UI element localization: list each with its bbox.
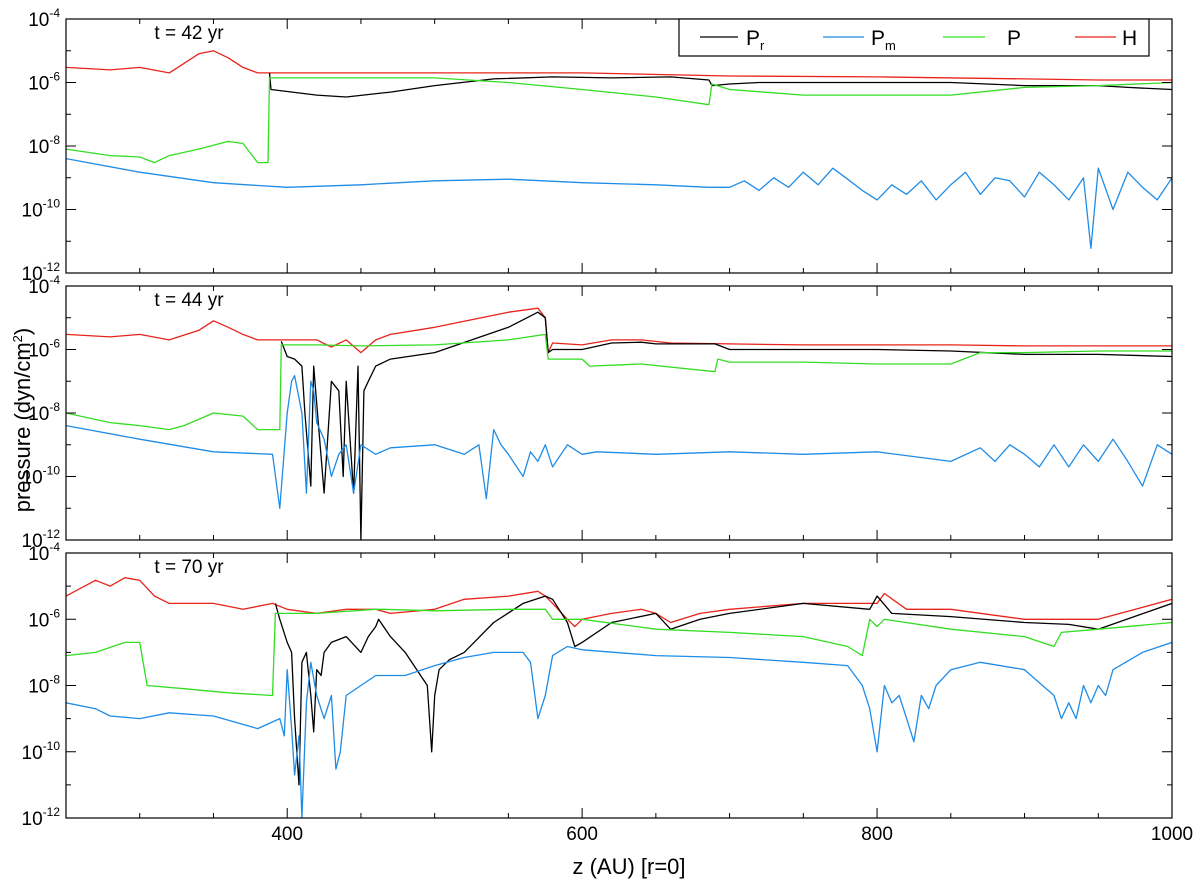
- plot-frame: [65, 18, 1173, 274]
- y-tick-label: 10-4: [28, 6, 60, 31]
- legend-box: [678, 18, 1150, 57]
- panel-title: t = 42 yr: [154, 23, 224, 44]
- y-tick-label: 10-6: [28, 337, 60, 362]
- series-line-h: [66, 577, 1172, 628]
- plot-frame: [65, 285, 1173, 541]
- series-line-pr: [274, 595, 1172, 786]
- legend-label-pr: Pr: [746, 27, 765, 53]
- y-tick-label: 10-10: [22, 464, 61, 489]
- series-group: [66, 577, 1172, 818]
- y-tick-label: 10-12: [22, 805, 61, 830]
- legend-label-pm: Pm: [871, 27, 896, 53]
- x-tick-label: 1000: [1151, 824, 1193, 845]
- panel-2: 10-4 10-6 10-8 10-10 10-12 t = 44 yr: [22, 273, 1173, 552]
- legend-item-pm: Pm: [823, 27, 896, 53]
- series-group: [66, 50, 1172, 249]
- y-tick-label: 10-8: [28, 673, 60, 698]
- x-tick-label: 800: [861, 824, 893, 845]
- series-line-pr: [280, 311, 1172, 540]
- series-line-pm: [66, 375, 1172, 509]
- y-tick-label: 10-10: [22, 739, 61, 764]
- series-line-h: [66, 307, 1172, 354]
- series-line-p: [66, 333, 1172, 431]
- y-tick-label: 10-8: [28, 400, 60, 425]
- panel-1: 10-4 10-6 10-8 10-10 10-12 t = 42 yr: [22, 6, 1173, 285]
- series-line-pr: [268, 72, 1172, 98]
- series-line-p: [66, 77, 1172, 164]
- legend: Pr Pm P H: [678, 18, 1150, 57]
- legend-label-h: H: [1122, 27, 1137, 50]
- series-line-pm: [66, 157, 1172, 249]
- panel-3: 10-4 10-6 10-8 10-10 10-12 400 600 800 1000 t = 7…: [22, 540, 1194, 845]
- series-line-pm: [66, 641, 1172, 818]
- y-tick-label: 10-4: [28, 540, 60, 565]
- series-group: [66, 307, 1172, 540]
- y-axis-title: pressure (dyn/cm2): [10, 328, 35, 513]
- y-tick-label: 10-12: [22, 260, 61, 285]
- y-tick-label: 10-6: [28, 70, 60, 95]
- legend-item-pr: Pr: [700, 27, 765, 53]
- y-tick-label: 10-6: [28, 606, 60, 631]
- panel-title: t = 44 yr: [154, 290, 224, 311]
- legend-item-h: H: [1075, 27, 1137, 50]
- y-tick-label: 10-10: [22, 197, 61, 222]
- x-tick-label: 600: [566, 824, 598, 845]
- y-tick-label: 10-12: [22, 527, 61, 552]
- series-line-p: [66, 608, 1172, 697]
- legend-label-p: P: [1007, 27, 1021, 50]
- y-tick-label: 10-4: [28, 273, 60, 298]
- series-line-h: [66, 50, 1172, 81]
- x-axis-title: z (AU) [r=0]: [572, 854, 685, 879]
- plot-frame: [65, 552, 1173, 819]
- legend-item-p: P: [943, 27, 1021, 50]
- y-tick-label: 10-8: [28, 133, 60, 158]
- panel-title: t = 70 yr: [154, 557, 224, 578]
- x-tick-label: 400: [271, 824, 303, 845]
